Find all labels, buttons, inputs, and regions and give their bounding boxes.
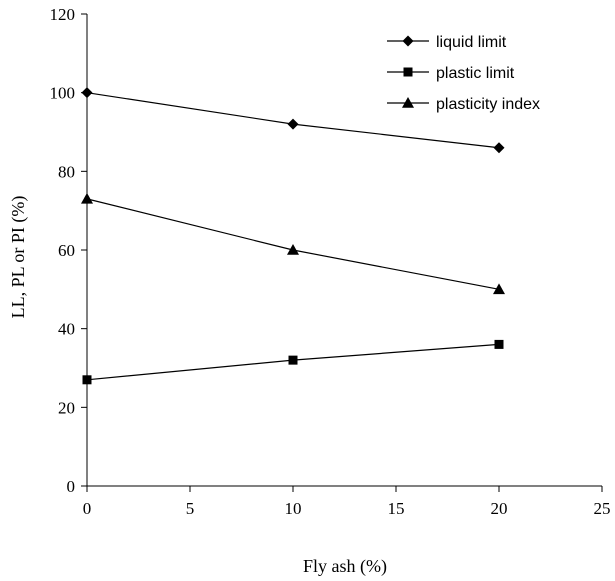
y-tick-label: 100 xyxy=(50,84,76,103)
x-tick-label: 10 xyxy=(285,499,302,518)
y-tick-label: 60 xyxy=(58,241,75,260)
axes: 0 20 40 60 80 100 120 0 5 10 15 20 25 xyxy=(50,5,611,518)
x-tick-label: 25 xyxy=(594,499,611,518)
legend-marker-plastic-limit xyxy=(403,67,413,77)
data-point-liquid-limit xyxy=(81,87,93,99)
plot-area xyxy=(81,87,505,385)
legend-label-plastic-limit: plastic limit xyxy=(436,65,515,82)
x-axis-title: Fly ash (%) xyxy=(303,556,387,577)
legend-marker-liquid-limit xyxy=(402,35,414,47)
y-tick-label: 20 xyxy=(58,398,75,417)
data-point-plasticity-index xyxy=(81,192,93,204)
x-tick-label: 5 xyxy=(186,499,195,518)
y-tick-label: 0 xyxy=(67,477,76,496)
data-point-liquid-limit xyxy=(287,118,299,130)
legend-marker-plasticity-index xyxy=(402,97,414,108)
x-tick-label: 20 xyxy=(491,499,508,518)
legend-label-plasticity-index: plasticity index xyxy=(436,96,540,113)
y-tick-label: 40 xyxy=(58,320,75,339)
data-point-plastic-limit xyxy=(288,355,298,365)
legend-label-liquid-limit: liquid limit xyxy=(436,34,507,51)
x-tick-label: 15 xyxy=(388,499,405,518)
data-point-plastic-limit xyxy=(494,339,504,349)
legend: liquid limit plastic limit plasticity inde… xyxy=(387,34,540,113)
y-tick-label: 120 xyxy=(50,5,76,24)
x-tick-label: 0 xyxy=(83,499,92,518)
data-point-liquid-limit xyxy=(493,142,505,154)
data-point-plasticity-index xyxy=(287,244,299,255)
data-point-plastic-limit xyxy=(82,375,92,385)
y-tick-label: 80 xyxy=(58,162,75,181)
y-axis-title: LL, PL or PI (%) xyxy=(8,196,29,319)
data-point-plasticity-index xyxy=(493,283,505,295)
